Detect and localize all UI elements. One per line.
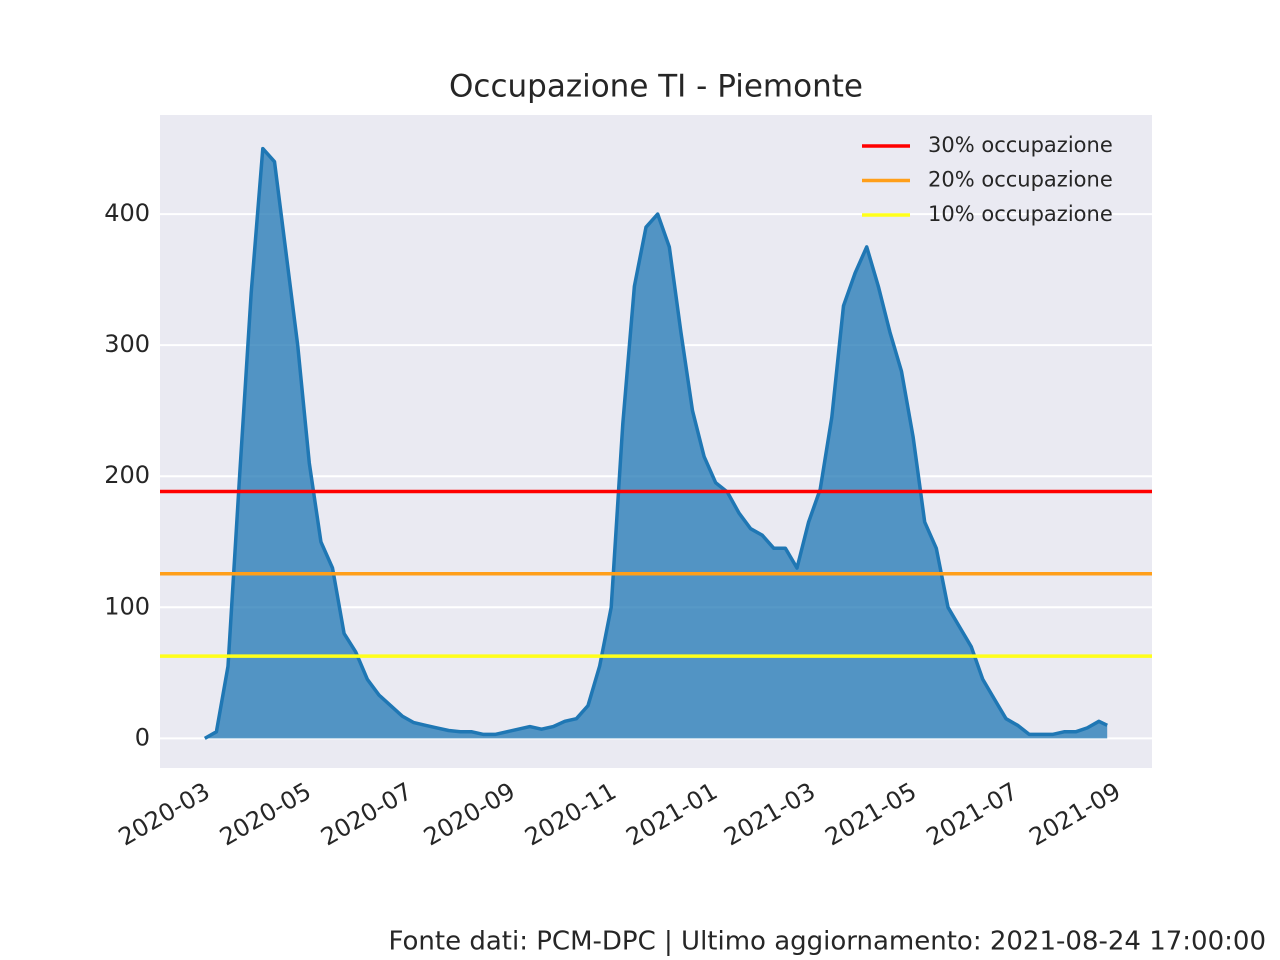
x-tick-label: 2021-03: [719, 777, 820, 851]
y-tick-label: 100: [104, 592, 150, 620]
x-tick-label: 2021-07: [922, 777, 1023, 851]
legend-label: 10% occupazione: [928, 202, 1113, 226]
y-tick-label: 300: [104, 330, 150, 358]
chart-title: Occupazione TI - Piemonte: [449, 69, 863, 105]
x-tick-label: 2020-03: [114, 777, 215, 851]
x-tick-label: 2020-09: [419, 777, 520, 851]
x-tick-label: 2020-07: [316, 777, 417, 851]
legend-label: 20% occupazione: [928, 168, 1113, 192]
x-tick-label: 2021-01: [621, 777, 722, 851]
x-tick-label: 2020-05: [215, 777, 316, 851]
legend-label: 30% occupazione: [928, 133, 1113, 157]
y-tick-label: 400: [104, 199, 150, 227]
y-tick-label: 0: [135, 723, 150, 751]
footnote: Fonte dati: PCM-DPC | Ultimo aggiornamen…: [389, 927, 1267, 957]
x-tick-label: 2021-09: [1024, 777, 1125, 851]
line: [203, 146, 1108, 740]
x-tick-label: 2021-05: [820, 777, 921, 851]
area: [204, 148, 1108, 739]
x-tick-label: 2020-11: [520, 777, 621, 851]
y-tick-label: 200: [104, 461, 150, 489]
